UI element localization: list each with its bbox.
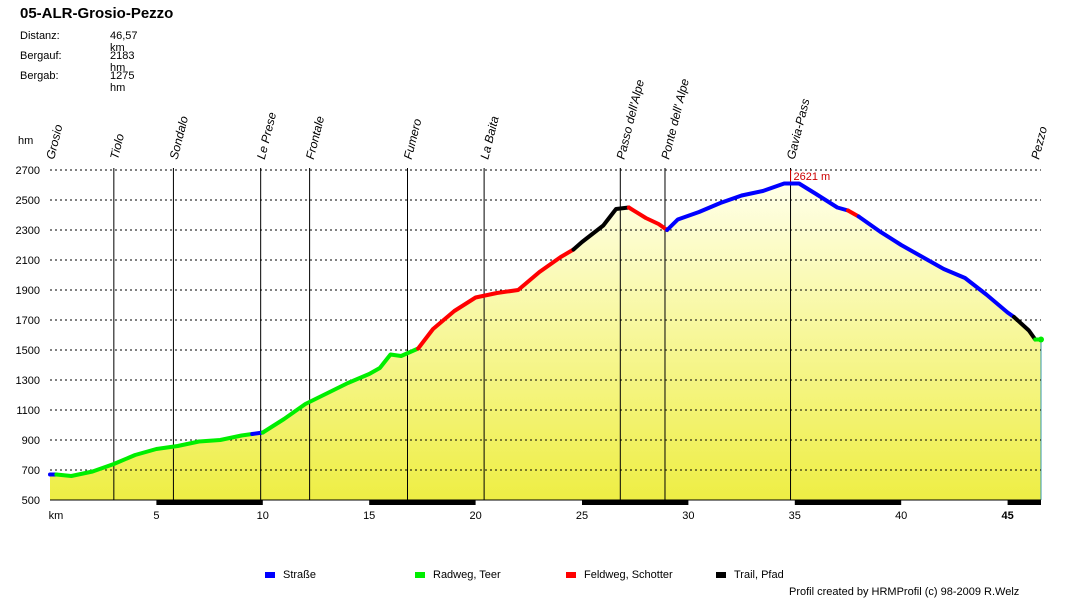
y-tick-label: 900 <box>22 435 40 447</box>
y-tick-label: 2700 <box>16 165 40 177</box>
elevation-area <box>50 183 1041 500</box>
legend-item-gravel: Feldweg, Schotter <box>566 569 673 581</box>
profile-segment <box>1011 315 1038 342</box>
profile-segment <box>665 181 850 232</box>
legend-swatch-trail <box>716 572 726 579</box>
waypoint-label: Tiolo <box>107 132 127 161</box>
km-bar-segment <box>369 500 476 505</box>
km-bar-segment <box>794 500 902 505</box>
credit-text: Profil created by HRMProfil (c) 98-2009 … <box>789 586 1020 598</box>
waypoint-label: Sondalo <box>167 114 191 160</box>
y-tick-label: 1700 <box>16 315 40 327</box>
y-tick-label: 2100 <box>16 255 40 267</box>
stat-descent-value: 1275 hm <box>110 70 135 94</box>
waypoint-label: Le Prese <box>254 110 279 160</box>
legend-label-road: Straße <box>283 569 317 581</box>
legend-item-trail: Trail, Pfad <box>716 569 784 581</box>
stat-distance-value: 46,57 km <box>110 30 138 54</box>
km-bar-segment <box>156 500 263 505</box>
peak-label: 2621 m <box>794 171 831 183</box>
stat-ascent-label: Bergauf: <box>20 50 62 62</box>
profile-segment <box>260 346 421 435</box>
profile-segment <box>856 214 1016 319</box>
stat-descent-label: Bergab: <box>20 70 59 82</box>
x-tick-label: 5 <box>153 510 159 522</box>
waypoint-label: Fumero <box>401 117 425 161</box>
km-bar-segment <box>1007 500 1041 505</box>
profile-segment <box>845 208 861 219</box>
y-tick-label: 1100 <box>16 405 40 417</box>
waypoint-label: Frontale <box>303 114 327 160</box>
waypoint-label: Gavia-Pass <box>784 97 813 161</box>
y-tick-label: 1500 <box>16 345 40 357</box>
km-bar-segment <box>581 500 689 505</box>
legend-swatch-gravel <box>566 572 576 579</box>
profile-segment <box>626 205 670 232</box>
waypoint-label: La Baita <box>477 114 501 160</box>
y-tick-label: 2300 <box>16 225 40 237</box>
legend-item-road: Straße <box>265 569 316 581</box>
x-tick-label: 30 <box>682 510 694 522</box>
legend-swatch-bikepath <box>415 572 425 579</box>
stat-ascent-value: 2183 hm <box>110 50 135 74</box>
y-axis-label: hm <box>18 135 33 147</box>
waypoint-label: Passo dell'Alpe <box>614 78 647 161</box>
x-tick-label: 40 <box>895 510 907 522</box>
profile-segment <box>54 432 255 478</box>
x-tick-label: 15 <box>363 510 375 522</box>
y-tick-label: 700 <box>22 465 40 477</box>
legend-label-bikepath: Radweg, Teer <box>433 569 501 581</box>
chart-title: 05-ALR-Grosio-Pezzo <box>20 5 174 22</box>
y-tick-label: 1300 <box>16 375 40 387</box>
waypoint-label: Pezzo <box>1028 125 1050 161</box>
x-tick-label: 45 <box>1001 510 1013 522</box>
profile-segment <box>571 205 631 252</box>
x-tick-label: 25 <box>576 510 588 522</box>
legend-item-bikepath: Radweg, Teer <box>415 569 501 581</box>
legend-swatch-road <box>265 572 275 579</box>
y-tick-label: 1900 <box>16 285 40 297</box>
legend-label-gravel: Feldweg, Schotter <box>584 569 673 581</box>
x-axis-label: km <box>49 510 64 522</box>
y-tick-label: 500 <box>22 495 40 507</box>
stat-distance-label: Distanz: <box>20 30 60 42</box>
waypoint-label: Grosio <box>43 123 65 161</box>
x-tick-label: 10 <box>257 510 269 522</box>
end-point-marker <box>1038 336 1044 343</box>
legend-label-trail: Trail, Pfad <box>734 569 784 581</box>
x-tick-label: 35 <box>789 510 801 522</box>
y-tick-label: 2500 <box>16 195 40 207</box>
profile-segment <box>416 247 576 351</box>
x-tick-label: 20 <box>469 510 481 522</box>
waypoint-label: Ponte dell' Alpe <box>658 77 692 161</box>
